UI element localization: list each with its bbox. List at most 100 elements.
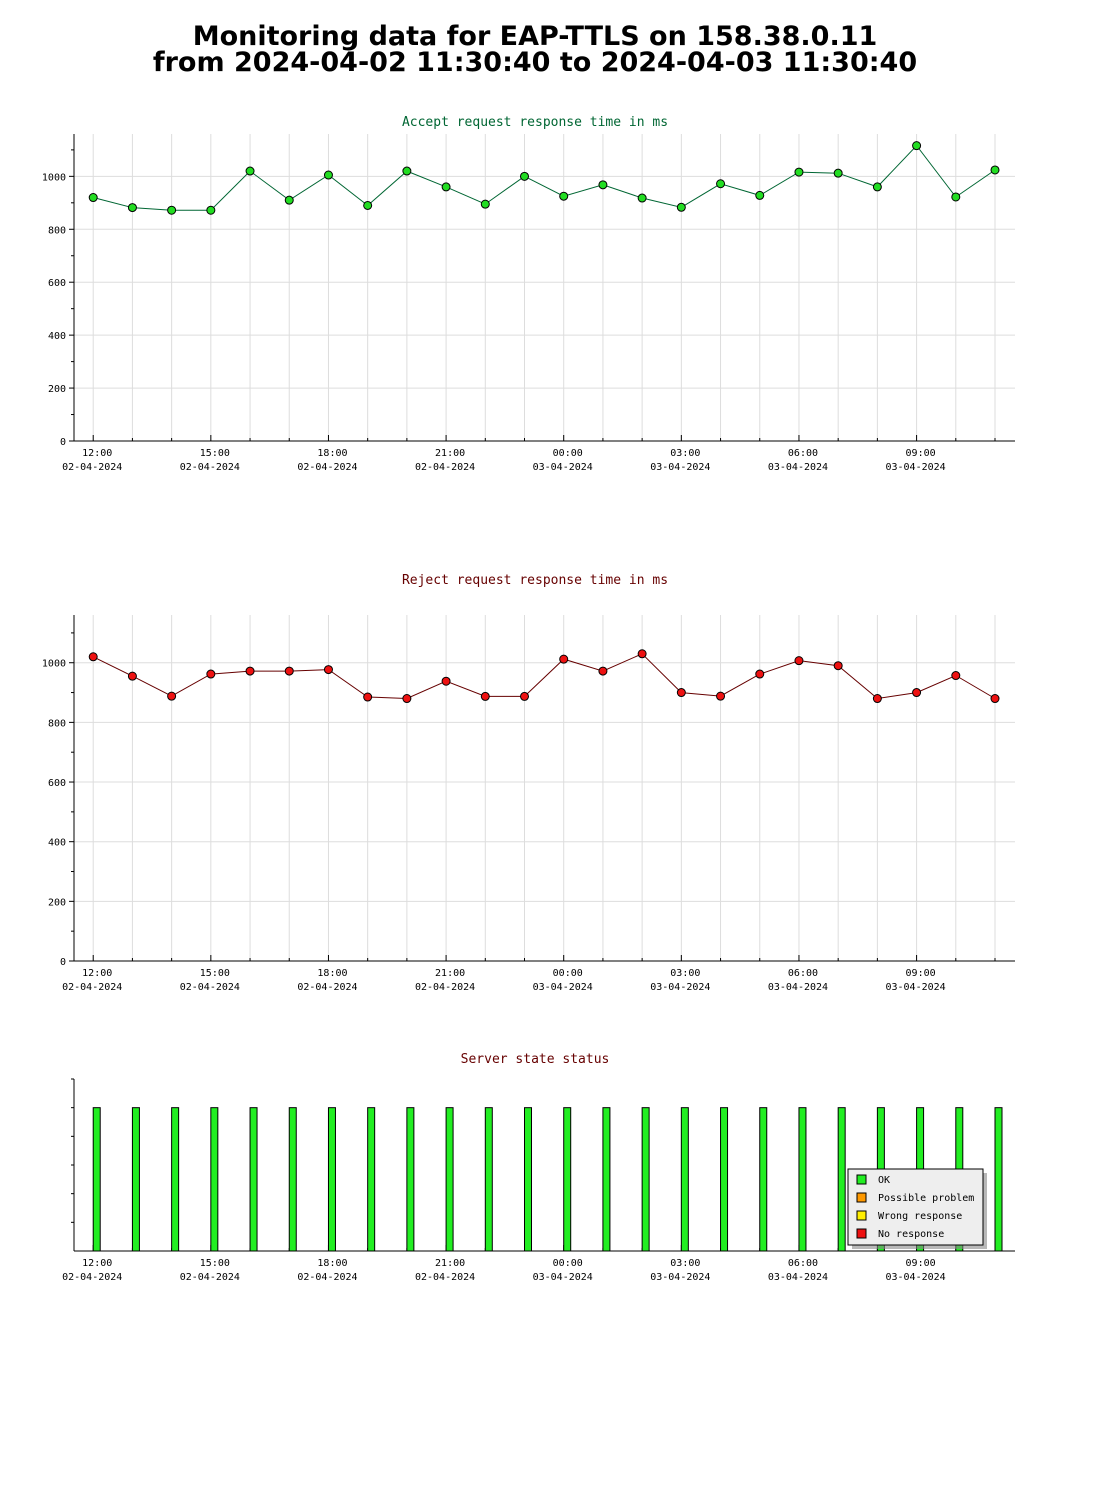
status-xtick-time: 00:00: [553, 1258, 583, 1269]
status-bar: [445, 1107, 454, 1252]
reject-data-point: [598, 666, 608, 676]
accept-xtick-date: 03-04-2024: [885, 462, 945, 473]
accept-xtick-date: 03-04-2024: [650, 462, 710, 473]
reject-data-point: [363, 692, 373, 702]
accept-data-point: [480, 199, 490, 209]
reject-chart-title: Reject request response time in ms: [402, 573, 668, 588]
accept-data-point: [402, 166, 412, 176]
reject-data-point: [559, 654, 569, 664]
accept-data-point: [598, 180, 608, 190]
status-bar: [602, 1107, 611, 1252]
reject-data-point: [520, 691, 530, 701]
reject-data-point: [951, 671, 961, 681]
accept-axes: 0 200 400 600 800 1000 12:00 02-04-2024 15:00 02-…: [42, 134, 1015, 473]
status-bar: [367, 1107, 376, 1252]
reject-ytick-label: 800: [48, 718, 66, 729]
status-bar: [798, 1107, 807, 1252]
legend-label: Wrong response: [878, 1211, 962, 1222]
accept-ytick-label: 0: [60, 437, 66, 448]
status-bar: [92, 1107, 101, 1252]
accept-xtick-time: 12:00: [82, 448, 112, 459]
status-bar: [994, 1107, 1003, 1252]
status-axes: 12:00 02-04-2024 15:00 02-04-2024 18:00 02-04…: [62, 1078, 1015, 1283]
status-bar: [131, 1107, 140, 1252]
accept-data-point: [716, 179, 726, 189]
accept-data-point: [363, 200, 373, 210]
accept-data-point: [912, 141, 922, 151]
reject-data-point: [402, 694, 412, 704]
reject-xtick-date: 02-04-2024: [180, 982, 240, 993]
accept-data-point: [520, 171, 530, 181]
accept-ytick-label: 800: [48, 225, 66, 236]
reject-ytick-label: 200: [48, 897, 66, 908]
reject-grid: [74, 615, 1015, 962]
status-bar: [524, 1107, 533, 1252]
status-chart-title: Server state status: [461, 1052, 610, 1067]
accept-ytick-label: 200: [48, 384, 66, 395]
accept-data-point: [833, 168, 843, 178]
accept-xtick-time: 15:00: [200, 448, 230, 459]
status-xtick-date: 03-04-2024: [650, 1272, 710, 1283]
status-xtick-date: 03-04-2024: [768, 1272, 828, 1283]
status-bar: [288, 1107, 297, 1252]
accept-xtick-date: 02-04-2024: [62, 462, 122, 473]
reject-data-point: [872, 694, 882, 704]
reject-data-point: [637, 649, 647, 659]
reject-data-point: [127, 671, 137, 681]
status-xtick-time: 12:00: [82, 1258, 112, 1269]
status-legend: OK Possible problem Wrong response No respo…: [847, 1168, 987, 1249]
status-xtick-date: 02-04-2024: [62, 1272, 122, 1283]
accept-xtick-time: 03:00: [670, 448, 700, 459]
status-bar: [641, 1107, 650, 1252]
accept-xtick-time: 18:00: [317, 448, 347, 459]
reject-ytick-label: 400: [48, 838, 66, 849]
reject-xtick-date: 03-04-2024: [650, 982, 710, 993]
page-title-line-2: from 2024-04-02 11:30:40 to 2024-04-03 1…: [152, 47, 918, 78]
reject-data-point: [323, 665, 333, 675]
page-title: Monitoring data for EAP-TTLS on 158.38.0…: [0, 21, 1070, 78]
accept-data-point: [951, 192, 961, 202]
accept-data-point: [755, 190, 765, 200]
status-bar: [759, 1107, 768, 1252]
status-bar: [249, 1107, 258, 1252]
legend-swatch: [856, 1210, 867, 1221]
accept-data-point: [245, 166, 255, 176]
accept-data-point: [88, 193, 98, 203]
page-title-line-1: Monitoring data for EAP-TTLS on 158.38.0…: [192, 21, 878, 52]
status-bar: [406, 1107, 415, 1252]
status-xtick-time: 09:00: [906, 1258, 936, 1269]
status-xtick-date: 03-04-2024: [533, 1272, 593, 1283]
status-xtick-date: 02-04-2024: [180, 1272, 240, 1283]
accept-data-point: [872, 182, 882, 192]
accept-data-point: [441, 182, 451, 192]
reject-data-point: [676, 688, 686, 698]
status-bar: [484, 1107, 493, 1252]
legend-label: OK: [878, 1175, 890, 1186]
legend-box: [847, 1168, 984, 1246]
legend-swatch: [856, 1228, 867, 1239]
reject-series-line: [92, 653, 996, 700]
reject-data-point: [794, 656, 804, 666]
status-xtick-time: 03:00: [670, 1258, 700, 1269]
legend-label: No response: [878, 1229, 944, 1240]
accept-data-point: [284, 195, 294, 205]
accept-series-line: [93, 144, 996, 211]
status-bar: [720, 1107, 729, 1252]
reject-data-point: [441, 676, 451, 686]
accept-data-point: [323, 170, 333, 180]
reject-data-point: [88, 652, 98, 662]
reject-xtick-date: 02-04-2024: [297, 982, 357, 993]
reject-xtick-time: 21:00: [435, 968, 465, 979]
reject-ytick-label: 0: [60, 957, 66, 968]
legend-label: Possible problem: [878, 1193, 974, 1204]
accept-data-point: [167, 205, 177, 215]
accept-data-point: [676, 202, 686, 212]
accept-xtick-time: 06:00: [788, 448, 818, 459]
accept-series: [88, 141, 1000, 215]
accept-chart-title: Accept request response time in ms: [402, 115, 668, 130]
reject-xtick-time: 18:00: [317, 968, 347, 979]
status-bar: [171, 1107, 180, 1252]
reject-data-point: [245, 666, 255, 676]
accept-ytick-label: 600: [48, 278, 66, 289]
reject-xtick-time: 06:00: [788, 968, 818, 979]
